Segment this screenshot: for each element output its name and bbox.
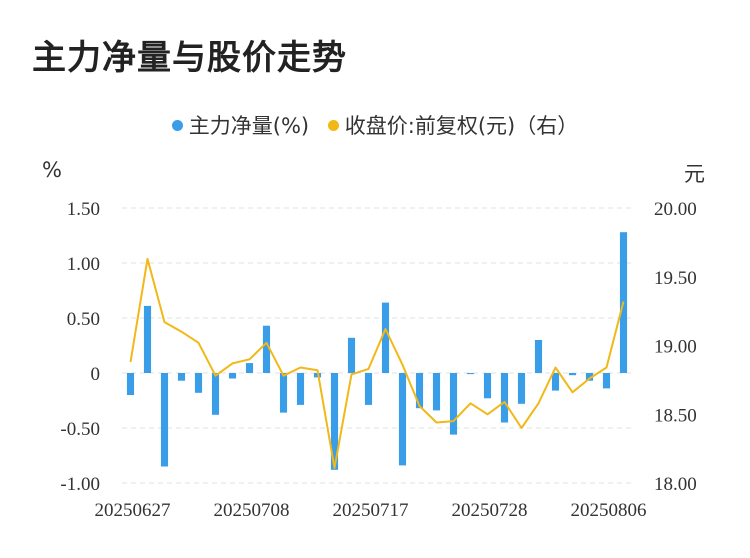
left-tick-label: 1.50	[67, 199, 100, 220]
bar	[432, 373, 441, 411]
bar	[534, 340, 543, 373]
bar	[347, 337, 356, 373]
bar	[143, 305, 152, 373]
bar	[279, 373, 288, 413]
bar	[466, 373, 475, 375]
right-axis-unit: 元	[684, 162, 705, 186]
bar	[296, 373, 305, 405]
legend-swatch-bar	[171, 120, 183, 131]
x-tick-label: 20250708	[214, 500, 290, 521]
right-tick-label: 18.00	[654, 474, 697, 495]
legend-label-close-price: 收盘价:前复权(元)（右）	[344, 114, 579, 138]
left-axis-unit: %	[42, 158, 62, 182]
legend-label-net-volume: 主力净量(%)	[188, 114, 310, 138]
bar	[415, 373, 424, 409]
right-tick-label: 20.00	[654, 199, 697, 220]
chart-title: 主力净量与股价走势	[32, 38, 347, 78]
left-tick-label: 0.50	[67, 309, 100, 330]
left-tick-label: -1.00	[60, 474, 100, 495]
bar	[551, 373, 560, 391]
bar	[262, 325, 271, 373]
left-tick-label: 0	[91, 364, 101, 385]
bar	[177, 373, 186, 381]
x-tick-label: 20250728	[452, 500, 528, 521]
bar	[517, 373, 526, 404]
bar	[330, 373, 339, 470]
x-tick-label: 20250717	[333, 500, 409, 521]
x-tick-label: 20250627	[95, 500, 171, 521]
legend-swatch-line	[327, 120, 339, 131]
right-tick-label: 19.50	[654, 268, 697, 289]
bar	[160, 373, 169, 467]
bar	[500, 373, 509, 423]
bar	[245, 363, 254, 373]
bar	[364, 373, 373, 405]
bar	[585, 373, 594, 381]
bar	[602, 373, 611, 389]
bar	[211, 373, 220, 415]
legend-item-close-price[interactable]: 收盘价:前复权(元)（右）	[327, 110, 579, 140]
bar	[483, 373, 492, 399]
bar	[449, 373, 458, 435]
bar	[126, 373, 135, 395]
legend: 主力净量(%) 收盘价:前复权(元)（右）	[0, 110, 750, 140]
left-tick-label: -0.50	[60, 419, 100, 440]
left-tick-label: 1.00	[67, 254, 100, 275]
bar	[228, 373, 237, 379]
x-tick-label: 20250806	[571, 500, 647, 521]
price-line	[129, 257, 625, 469]
bar	[194, 373, 203, 393]
bar	[568, 373, 577, 376]
bar	[381, 302, 390, 373]
right-tick-label: 18.50	[654, 405, 697, 426]
right-tick-label: 19.00	[654, 337, 697, 358]
legend-item-net-volume[interactable]: 主力净量(%)	[171, 110, 310, 140]
bar	[398, 373, 407, 466]
